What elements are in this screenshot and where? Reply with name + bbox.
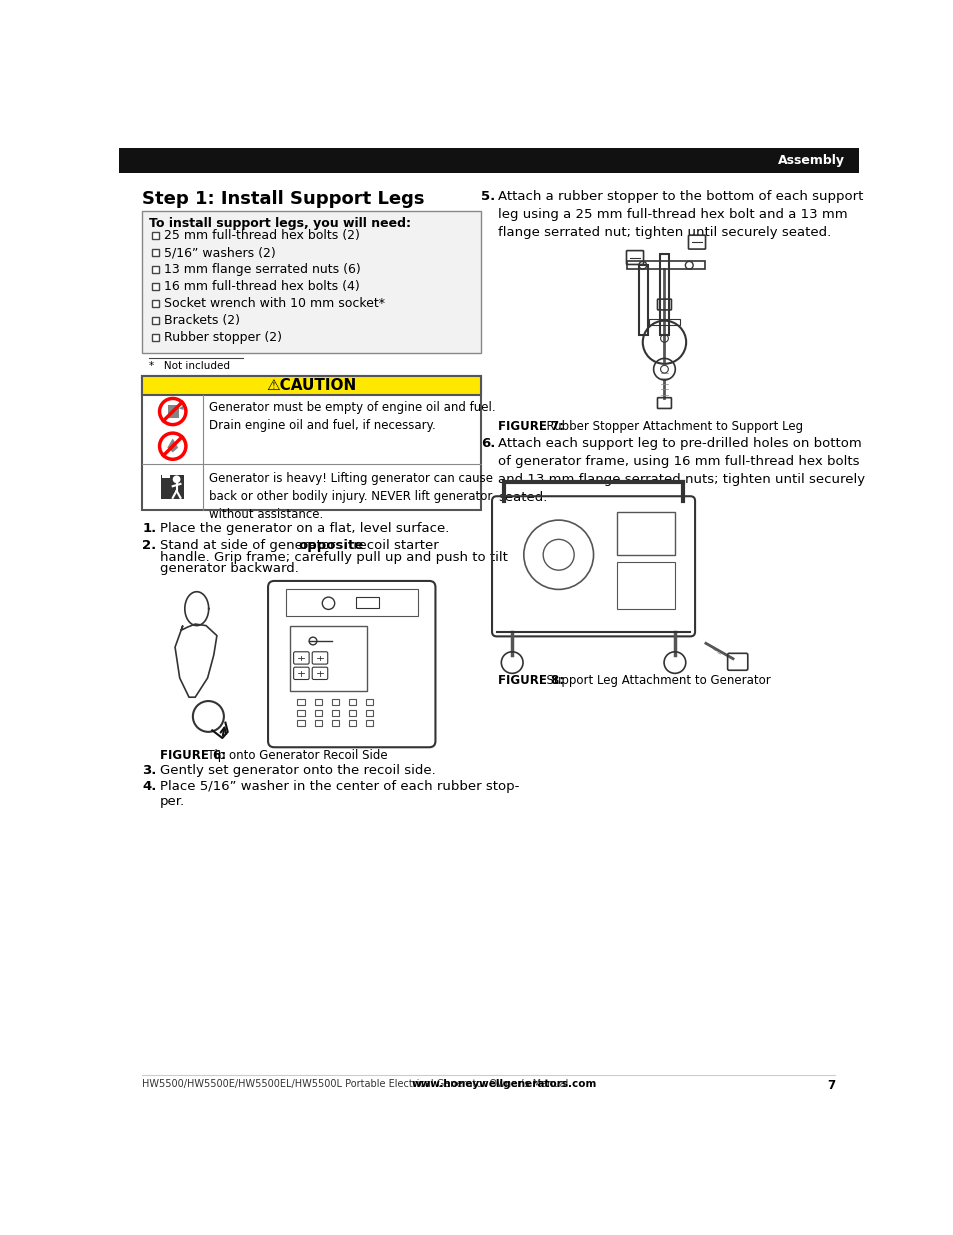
Bar xyxy=(617,562,674,609)
Bar xyxy=(348,699,356,705)
Text: HW5500/HW5500E/HW5500EL/HW5500L Portable Electrical Generator Owner’s Manual: HW5500/HW5500E/HW5500EL/HW5500L Portable… xyxy=(142,1079,568,1089)
Text: 1.: 1. xyxy=(142,522,156,536)
Text: Socket wrench with 10 mm socket*: Socket wrench with 10 mm socket* xyxy=(164,298,385,310)
Bar xyxy=(355,597,378,608)
Text: 6.: 6. xyxy=(480,437,495,450)
Text: handle. Grip frame; carefully pull up and push to tilt: handle. Grip frame; carefully pull up an… xyxy=(159,551,507,564)
Text: 2.: 2. xyxy=(142,540,156,552)
Bar xyxy=(152,249,158,256)
Bar xyxy=(142,211,480,353)
Bar xyxy=(314,699,322,705)
Bar xyxy=(365,720,373,726)
Text: Gently set generator onto the recoil side.: Gently set generator onto the recoil sid… xyxy=(159,764,435,777)
Bar xyxy=(617,513,674,555)
Bar xyxy=(627,262,704,269)
Text: To install support legs, you will need:: To install support legs, you will need: xyxy=(149,217,411,231)
Bar xyxy=(152,300,158,306)
Text: Assembly: Assembly xyxy=(777,154,843,167)
Text: Attach a rubber stopper to the bottom of each support
leg using a 25 mm full-thr: Attach a rubber stopper to the bottom of… xyxy=(497,190,862,238)
Polygon shape xyxy=(179,405,183,410)
Bar xyxy=(365,699,373,705)
Bar xyxy=(290,626,367,692)
Bar xyxy=(286,589,417,616)
Circle shape xyxy=(159,433,186,459)
Polygon shape xyxy=(167,438,178,452)
Text: 7: 7 xyxy=(826,1079,835,1092)
Bar xyxy=(152,266,158,273)
Text: 25 mm full-thread hex bolts (2): 25 mm full-thread hex bolts (2) xyxy=(164,230,359,242)
Text: ⚠CAUTION: ⚠CAUTION xyxy=(267,378,356,393)
Text: generator backward.: generator backward. xyxy=(159,562,298,576)
Text: opposite: opposite xyxy=(298,540,364,552)
Circle shape xyxy=(659,366,668,373)
Text: FIGURE 6:: FIGURE 6: xyxy=(159,748,226,762)
Text: Attach each support leg to pre-drilled holes on bottom
of generator frame, using: Attach each support leg to pre-drilled h… xyxy=(497,437,864,504)
Bar xyxy=(297,710,305,716)
Text: Step 1: Install Support Legs: Step 1: Install Support Legs xyxy=(142,190,424,207)
Bar xyxy=(314,710,322,716)
Text: Support Leg Attachment to Generator: Support Leg Attachment to Generator xyxy=(537,674,769,687)
Bar xyxy=(270,583,433,745)
Text: Generator must be empty of engine oil and fuel.
Drain engine oil and fuel, if ne: Generator must be empty of engine oil an… xyxy=(209,400,496,432)
Bar xyxy=(152,333,158,341)
Text: FIGURE 7:: FIGURE 7: xyxy=(497,420,563,433)
Bar xyxy=(648,319,679,325)
Text: Stand at side of generator: Stand at side of generator xyxy=(159,540,339,552)
Bar xyxy=(152,232,158,240)
Text: 5/16” washers (2): 5/16” washers (2) xyxy=(164,247,275,259)
Text: Brackets (2): Brackets (2) xyxy=(164,314,240,327)
Bar xyxy=(142,377,480,395)
Text: Rubber stopper (2): Rubber stopper (2) xyxy=(164,331,282,345)
Bar xyxy=(332,710,339,716)
Text: www.honeywellgenerators.com: www.honeywellgenerators.com xyxy=(412,1079,597,1089)
Polygon shape xyxy=(168,405,179,417)
Text: 16 mm full-thread hex bolts (4): 16 mm full-thread hex bolts (4) xyxy=(164,280,359,293)
Text: Generator is heavy! Lifting generator can cause
back or other bodily injury. NEV: Generator is heavy! Lifting generator ca… xyxy=(209,472,493,521)
Text: Place 5/16” washer in the center of each rubber stop-
per.: Place 5/16” washer in the center of each… xyxy=(159,779,518,808)
Text: *   Not included: * Not included xyxy=(149,361,230,370)
Text: recoil starter: recoil starter xyxy=(349,540,438,552)
Bar xyxy=(314,720,322,726)
Text: Rubber Stopper Attachment to Support Leg: Rubber Stopper Attachment to Support Leg xyxy=(537,420,801,433)
Bar xyxy=(161,475,184,499)
Text: 13 mm flange serrated nuts (6): 13 mm flange serrated nuts (6) xyxy=(164,263,360,277)
Text: FIGURE 8:: FIGURE 8: xyxy=(497,674,564,687)
Text: 3.: 3. xyxy=(142,764,156,777)
Bar xyxy=(348,720,356,726)
Bar xyxy=(297,699,305,705)
Bar xyxy=(152,317,158,324)
Bar xyxy=(332,720,339,726)
Bar xyxy=(365,710,373,716)
Bar xyxy=(659,253,668,335)
Bar xyxy=(152,283,158,290)
Bar xyxy=(162,473,170,478)
Bar xyxy=(119,148,858,173)
Bar xyxy=(332,699,339,705)
Text: 4.: 4. xyxy=(142,779,156,793)
Circle shape xyxy=(159,399,186,425)
Text: 5.: 5. xyxy=(480,190,495,203)
Bar xyxy=(142,377,480,510)
Bar xyxy=(639,266,647,335)
Bar xyxy=(348,710,356,716)
Circle shape xyxy=(172,475,180,483)
Bar xyxy=(297,720,305,726)
Text: Tip onto Generator Recoil Side: Tip onto Generator Recoil Side xyxy=(199,748,387,762)
Text: Place the generator on a flat, level surface.: Place the generator on a flat, level sur… xyxy=(159,522,449,536)
